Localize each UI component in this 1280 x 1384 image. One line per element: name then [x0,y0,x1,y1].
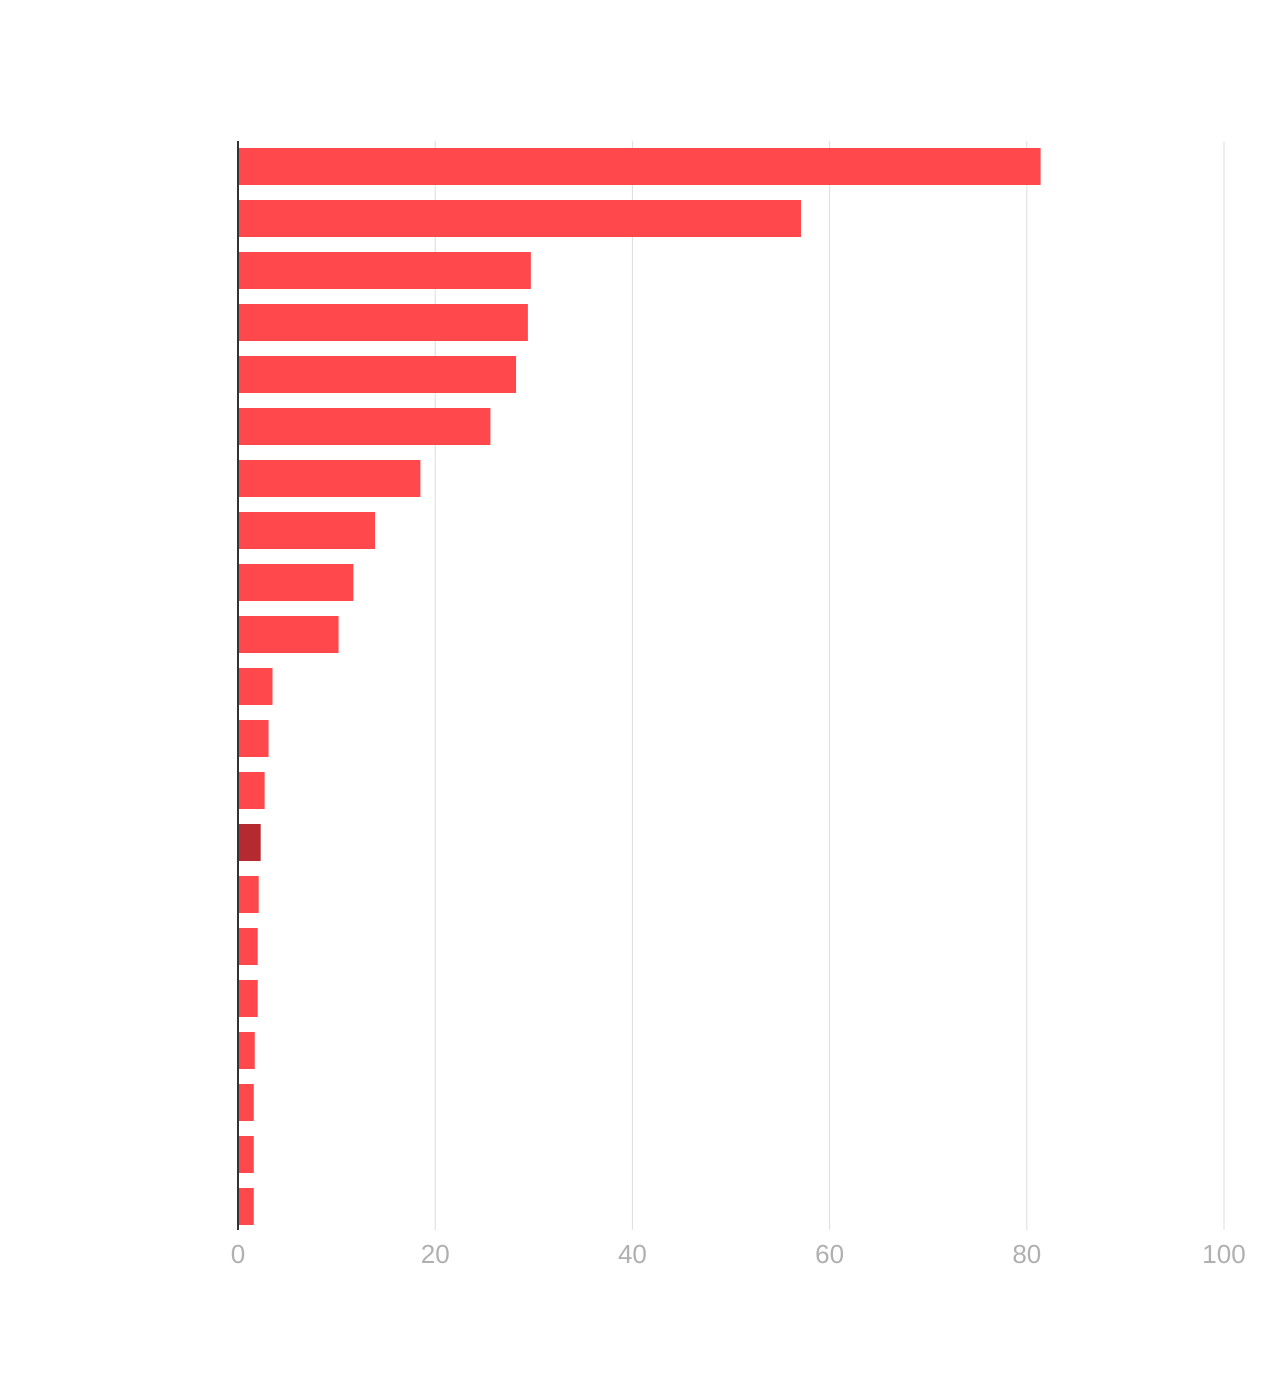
bar-13 [238,772,265,809]
bar-8 [238,512,376,549]
bar-11 [238,668,273,705]
bar-layer [238,148,1041,1225]
x-tick-label-80: 80 [1012,1239,1041,1269]
bar-4 [238,304,528,341]
bar-6 [238,408,491,445]
bar-19 [238,1084,254,1121]
x-tick-label-40: 40 [618,1239,647,1269]
tick-layer: 0 20 40 60 80 100 [231,1239,1246,1269]
x-tick-label-60: 60 [815,1239,844,1269]
bar-highlighted [238,824,261,861]
bar-18 [238,1032,255,1069]
bar-1 [238,148,1041,185]
bar-3 [238,252,531,289]
bar-5 [238,356,517,393]
bar-16 [238,928,258,965]
bar-9 [238,564,354,601]
bar-2 [238,200,802,237]
bar-15 [238,876,259,913]
bar-20 [238,1136,254,1173]
bar-12 [238,720,269,757]
x-tick-label-20: 20 [421,1239,450,1269]
grid-layer [434,141,1225,1230]
bar-7 [238,460,421,497]
x-tick-label-100: 100 [1202,1239,1245,1269]
x-tick-label-0: 0 [231,1239,245,1269]
bar-17 [238,980,258,1017]
bar-10 [238,616,339,653]
bar-21 [238,1188,254,1225]
